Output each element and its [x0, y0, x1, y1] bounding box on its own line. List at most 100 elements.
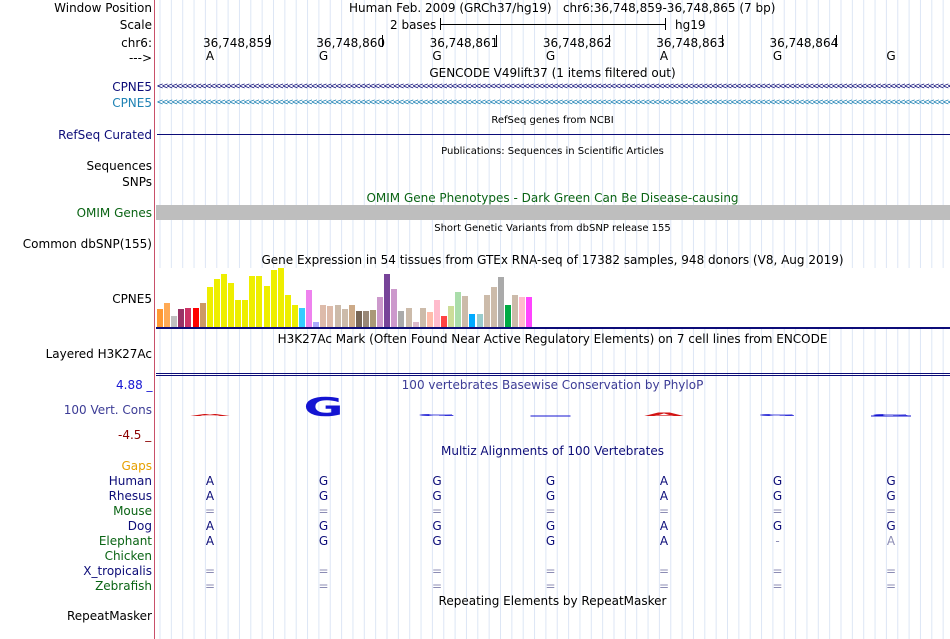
gtex-tissue-bar[interactable]	[256, 276, 263, 327]
gtex-tissue-bar[interactable]	[277, 268, 284, 327]
alignment-base: G	[318, 519, 329, 533]
gtex-tissue-bar[interactable]	[220, 274, 227, 327]
gtex-tissue-bar[interactable]	[178, 309, 185, 327]
gtex-tissue-bar[interactable]	[504, 305, 511, 327]
dbsnp-label[interactable]: Common dbSNP(155)	[22, 237, 152, 251]
sequences-label[interactable]: Sequences	[86, 159, 152, 173]
species-label-rhesus[interactable]: Rhesus	[108, 489, 152, 503]
gtex-tissue-bar[interactable]	[490, 287, 497, 327]
gtex-tissue-bar[interactable]	[185, 308, 192, 327]
gtex-tissue-bar[interactable]	[306, 290, 313, 327]
omim-title[interactable]: OMIM Gene Phenotypes - Dark Green Can Be…	[366, 191, 739, 205]
omim-gene-bar[interactable]	[156, 205, 950, 220]
gtex-tissue-bar[interactable]	[398, 311, 405, 327]
gtex-tissue-bar[interactable]	[476, 314, 483, 327]
gencode-item-label-1[interactable]: CPNE5	[112, 80, 152, 94]
gtex-tissue-bar[interactable]	[327, 306, 334, 327]
gtex-tissue-bar[interactable]	[370, 310, 376, 327]
refseq-label[interactable]: RefSeq Curated	[58, 128, 152, 142]
gtex-tissue-bar[interactable]	[299, 308, 305, 327]
gtex-tissue-bar[interactable]	[270, 270, 277, 327]
snps-label[interactable]: SNPs	[122, 175, 152, 189]
ruler-tick	[722, 35, 724, 47]
gtex-tissue-bar[interactable]	[405, 308, 412, 327]
gtex-tissue-bar[interactable]	[526, 297, 533, 327]
dbsnp-title[interactable]: Short Genetic Variants from dbSNP releas…	[434, 223, 671, 234]
phylop-score-glyph[interactable]: A	[190, 414, 230, 417]
phylop-score-glyph[interactable]: A	[644, 412, 687, 417]
gencode-transcript-1[interactable]: <<<<<<<<<<<<<<<<<<<<<<<<<<<<<<<<<<<<<<<<…	[157, 81, 950, 92]
gtex-tissue-bar[interactable]	[235, 300, 242, 327]
gtex-label[interactable]: CPNE5	[112, 292, 152, 306]
alignment-base: A	[205, 474, 215, 488]
scale-bar	[440, 24, 666, 25]
multiz-title[interactable]: Multiz Alignments of 100 Vertebrates	[440, 444, 665, 458]
h3k27ac-label[interactable]: Layered H3K27Ac	[45, 347, 152, 361]
gtex-tissue-bar[interactable]	[171, 316, 178, 327]
omim-label[interactable]: OMIM Genes	[76, 206, 152, 220]
gtex-tissue-bar[interactable]	[164, 303, 171, 327]
species-label-mouse[interactable]: Mouse	[113, 504, 152, 518]
gtex-tissue-bar[interactable]	[497, 277, 504, 327]
species-label-dog[interactable]: Dog	[127, 519, 152, 533]
gtex-tissue-bar[interactable]	[320, 305, 327, 327]
gtex-tissue-bar[interactable]	[157, 309, 163, 327]
gaps-label[interactable]: Gaps	[121, 459, 152, 473]
gtex-tissue-bar[interactable]	[448, 306, 455, 327]
phylop-score-glyph[interactable]: G	[757, 414, 797, 417]
refseq-gene-line[interactable]	[157, 134, 950, 135]
species-label-x_tropicalis[interactable]: X_tropicalis	[83, 564, 152, 578]
phylop-score-glyph[interactable]: G	[304, 394, 344, 423]
reference-base: G	[772, 49, 783, 63]
gtex-tissue-bar[interactable]	[348, 305, 355, 327]
gtex-tissue-bar[interactable]	[291, 305, 298, 327]
gtex-tissue-bar[interactable]	[412, 322, 419, 327]
gencode-transcript-2[interactable]: <<<<<<<<<<<<<<<<<<<<<<<<<<<<<<<<<<<<<<<<…	[157, 97, 950, 108]
gtex-tissue-bar[interactable]	[483, 295, 490, 327]
repeatmasker-title[interactable]: Repeating Elements by RepeatMasker	[438, 594, 667, 608]
gtex-tissue-bar[interactable]	[341, 309, 348, 327]
repeatmasker-label[interactable]: RepeatMasker	[66, 609, 152, 623]
gtex-tissue-bar[interactable]	[462, 296, 469, 327]
gtex-title[interactable]: Gene Expression in 54 tissues from GTEx …	[261, 253, 844, 267]
gencode-title[interactable]: GENCODE V49lift37 (1 items filtered out)	[429, 66, 676, 80]
gtex-tissue-bar[interactable]	[228, 283, 234, 327]
gtex-tissue-bar[interactable]	[355, 311, 362, 327]
gtex-tissue-bar[interactable]	[469, 314, 476, 327]
gtex-tissue-bar[interactable]	[419, 308, 426, 327]
gtex-tissue-bar[interactable]	[391, 289, 398, 327]
phylop-label[interactable]: 100 Vert. Cons	[63, 403, 152, 417]
gtex-tissue-bar[interactable]	[362, 311, 369, 327]
gtex-tissue-bar[interactable]	[192, 308, 199, 327]
gtex-tissue-bar[interactable]	[334, 305, 341, 327]
gtex-tissue-bar[interactable]	[263, 286, 270, 327]
gtex-tissue-bar[interactable]	[455, 292, 462, 327]
species-label-zebrafish[interactable]: Zebrafish	[95, 579, 152, 593]
gencode-item-label-2[interactable]: CPNE5	[112, 96, 152, 110]
gtex-tissue-bar[interactable]	[284, 295, 291, 327]
gtex-tissue-bar[interactable]	[213, 279, 220, 327]
gtex-tissue-bar[interactable]	[426, 312, 433, 327]
species-label-elephant[interactable]: Elephant	[98, 534, 152, 548]
gtex-tissue-bar[interactable]	[441, 316, 447, 327]
gtex-tissue-bar[interactable]	[384, 274, 391, 327]
phylop-score-glyph[interactable]: G	[871, 414, 911, 417]
h3k27ac-title[interactable]: H3K27Ac Mark (Often Found Near Active Re…	[277, 332, 828, 346]
gtex-tissue-bar[interactable]	[249, 276, 256, 327]
gtex-tissue-bar[interactable]	[206, 287, 213, 327]
gtex-tissue-bar[interactable]	[377, 297, 384, 327]
phylop-title[interactable]: 100 vertebrates Basewise Conservation by…	[401, 378, 704, 392]
gtex-tissue-bar[interactable]	[199, 303, 206, 327]
species-label-human[interactable]: Human	[108, 474, 152, 488]
publications-title[interactable]: Publications: Sequences in Scientific Ar…	[441, 146, 664, 157]
gtex-tissue-bar[interactable]	[512, 295, 518, 327]
phylop-score-glyph[interactable]: G	[417, 414, 457, 417]
gtex-tissue-bar[interactable]	[433, 300, 440, 327]
species-label-chicken[interactable]: Chicken	[104, 549, 152, 563]
gtex-tissue-bar[interactable]	[242, 300, 249, 327]
refseq-title[interactable]: RefSeq genes from NCBI	[491, 115, 614, 126]
gtex-tissue-bar[interactable]	[519, 297, 526, 327]
gtex-bar-chart[interactable]	[156, 268, 950, 327]
gtex-tissue-bar[interactable]	[313, 322, 320, 327]
